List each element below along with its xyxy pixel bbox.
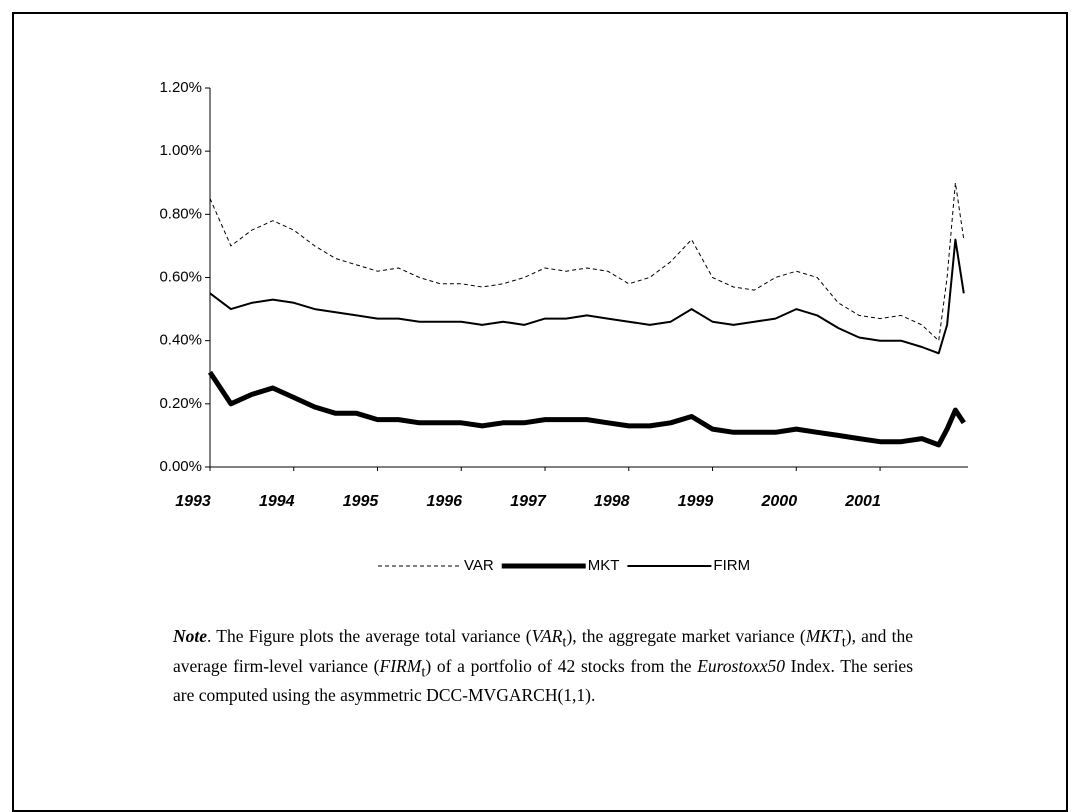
x-tick-label: 1993 [175, 493, 211, 510]
y-tick-label: 0.80% [159, 205, 202, 222]
note-text: t [841, 634, 846, 651]
note-text: MKT [805, 626, 842, 646]
y-tick-label: 1.20% [159, 79, 202, 96]
line-series [209, 238, 965, 355]
line-series [209, 182, 965, 342]
note-text: Index. The series are computed using the… [173, 655, 914, 706]
y-tick-label: 0.00% [159, 458, 202, 475]
x-tick-label: 1997 [510, 493, 547, 510]
note-text: FIRM [379, 655, 422, 676]
line-series [207, 370, 966, 448]
note-text: . The Figure plots the average total var… [207, 626, 532, 646]
note-text: Eurostoxx50 [697, 655, 785, 676]
x-tick-label: 1999 [678, 493, 714, 510]
x-tick-label: 1994 [259, 493, 295, 510]
legend-label: VAR [464, 557, 494, 574]
y-tick-label: 0.20% [159, 395, 202, 412]
legend-label: FIRM [713, 557, 750, 574]
note-text: ) of a portfolio of 42 stocks from the [425, 655, 698, 676]
note-text: ), the aggregate market variance ( [566, 626, 806, 646]
y-tick-label: 0.40% [159, 332, 202, 349]
y-tick-label: 0.60% [159, 268, 202, 285]
note-text: ), and the average firm-level variance ( [173, 626, 913, 676]
note-text: t [421, 664, 426, 680]
x-tick-label: 2000 [761, 493, 798, 510]
note-text: VAR [531, 626, 563, 646]
y-tick-label: 1.00% [159, 142, 202, 159]
legend-label: MKT [588, 557, 620, 574]
x-tick-label: 1995 [343, 493, 380, 510]
x-tick-label: 1996 [426, 493, 462, 510]
x-tick-label: 1998 [594, 493, 630, 510]
note-text: Note [173, 626, 208, 646]
note: Note. The Figure plots the average total… [173, 625, 913, 707]
x-tick-label: 2001 [844, 493, 881, 510]
note-text: t [562, 634, 567, 651]
